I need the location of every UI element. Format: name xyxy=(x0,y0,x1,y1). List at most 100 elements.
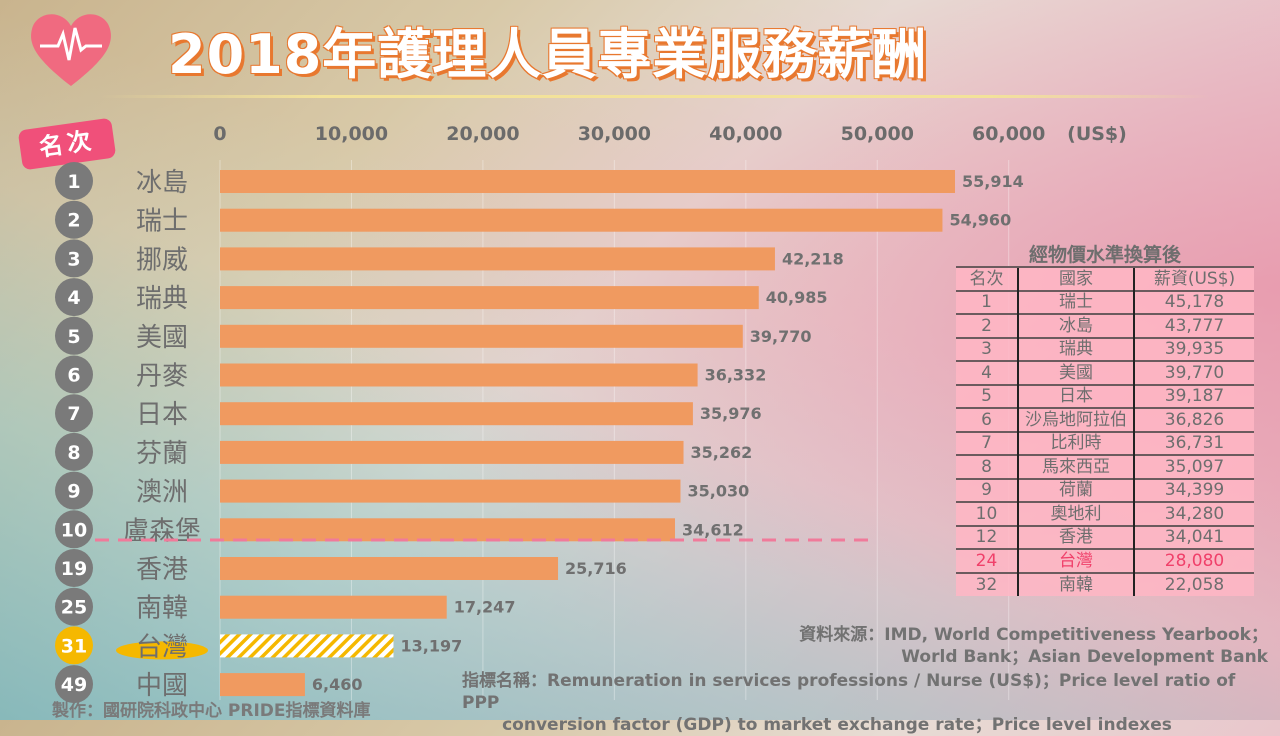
country-label: 挪威 xyxy=(136,245,188,275)
country-label: 台灣 xyxy=(136,632,188,662)
table-row: 4 美國 39,770 xyxy=(956,360,1254,385)
rank-cell: 4 xyxy=(956,360,1018,385)
bar-row: 3 挪威 42,218 xyxy=(55,239,844,278)
rank-number: 8 xyxy=(67,442,80,464)
table-row: 24 台灣 28,080 xyxy=(956,548,1254,573)
bar xyxy=(220,595,447,619)
bar-chart: 0 10,000 20,000 30,000 40,000 50,000 60,000 (US… xyxy=(55,123,1127,704)
rank-circle xyxy=(55,239,93,278)
rank-cell: 5 xyxy=(956,383,1018,408)
value-label: 35,030 xyxy=(687,482,749,501)
country-cell: 香港 xyxy=(1017,524,1134,549)
rank-number: 10 xyxy=(61,519,87,541)
bar xyxy=(220,402,693,426)
bar-row: 25 南韓 17,247 xyxy=(55,587,516,626)
value-label: 40,985 xyxy=(766,288,828,307)
rank-cell: 32 xyxy=(956,571,1018,596)
rank-circle xyxy=(55,200,93,239)
value-label: 39,770 xyxy=(750,327,812,346)
rank-circle xyxy=(55,587,93,626)
rank-circle xyxy=(55,510,93,549)
salary-cell: 39,935 xyxy=(1133,336,1254,361)
rank-number: 4 xyxy=(67,287,80,309)
country-label: 冰島 xyxy=(136,168,188,198)
salary-cell: 28,080 xyxy=(1133,548,1254,573)
rank-number: 25 xyxy=(61,597,87,619)
bar xyxy=(220,479,681,503)
bar-row: 49 中國 6,460 xyxy=(55,665,363,704)
rank-circle xyxy=(55,626,93,665)
unit-label: (US$) xyxy=(1067,123,1127,145)
heart-rate-icon xyxy=(31,14,111,86)
bar xyxy=(220,363,698,387)
bar xyxy=(220,673,305,697)
bar-row: 4 瑞典 40,985 xyxy=(55,278,828,317)
country-cell: 荷蘭 xyxy=(1017,477,1134,502)
bar xyxy=(220,557,559,580)
rank-circle xyxy=(55,394,93,433)
highlight-ellipse xyxy=(116,641,208,660)
bar xyxy=(220,247,775,271)
bar-row: 5 美國 39,770 xyxy=(55,316,812,355)
producer-credit: 製作：國研院科政中心 PRIDE指標資料庫 xyxy=(52,701,371,721)
bar-row: 31 台灣 13,197 xyxy=(55,626,462,665)
rank-cell: 12 xyxy=(956,524,1018,549)
bar xyxy=(220,170,955,193)
bar xyxy=(220,440,684,464)
rank-circle xyxy=(55,471,93,510)
value-label: 34,612 xyxy=(682,520,744,539)
bar xyxy=(220,518,675,542)
salary-cell: 22,058 xyxy=(1133,571,1254,596)
salary-cell: 39,770 xyxy=(1133,360,1254,385)
bar xyxy=(220,634,394,658)
tick-label: 30,000 xyxy=(578,123,651,145)
rank-cell: 6 xyxy=(956,407,1018,432)
salary-cell: 34,041 xyxy=(1133,524,1254,549)
value-label: 17,247 xyxy=(454,598,516,617)
country-label: 瑞士 xyxy=(136,207,188,237)
country-label: 盧森堡 xyxy=(123,516,201,546)
tick-label: 0 xyxy=(213,123,226,145)
rank-number: 2 xyxy=(67,210,80,232)
table-row: 12 香港 34,041 xyxy=(956,524,1254,549)
bar-row: 10 盧森堡 34,612 xyxy=(55,510,744,549)
title-divider xyxy=(100,95,1210,98)
table-row: 9 荷蘭 34,399 xyxy=(956,477,1254,502)
table-row: 7 比利時 36,731 xyxy=(956,430,1254,455)
rank-number: 19 xyxy=(61,558,87,580)
rank-circle xyxy=(55,432,93,471)
tick-label: 10,000 xyxy=(315,123,388,145)
tick-label: 20,000 xyxy=(446,123,519,145)
value-label: 55,914 xyxy=(962,172,1024,191)
salary-cell: 36,731 xyxy=(1133,430,1254,455)
rank-circle xyxy=(55,162,93,200)
country-cell: 冰島 xyxy=(1017,313,1134,338)
rank-circle xyxy=(55,355,93,394)
bar-row: 8 芬蘭 35,262 xyxy=(55,432,753,471)
table-row: 8 馬來西亞 35,097 xyxy=(956,454,1254,479)
bar-row: 6 丹麥 36,332 xyxy=(55,355,766,394)
rank-circle xyxy=(55,316,93,355)
table-row: 6 沙烏地阿拉伯 36,826 xyxy=(956,407,1254,432)
country-label: 澳洲 xyxy=(136,478,188,508)
bar-row: 9 澳洲 35,030 xyxy=(55,471,749,510)
table-header: 名次 國家 薪資(US$) xyxy=(956,266,1254,291)
country-cell: 日本 xyxy=(1017,383,1134,408)
rank-number: 5 xyxy=(67,326,80,348)
rank-number: 7 xyxy=(67,403,80,425)
tick-label: 40,000 xyxy=(709,123,782,145)
source-line-1: 資料來源：IMD, World Competitiveness Yearbook… xyxy=(799,625,1268,645)
country-cell: 奧地利 xyxy=(1017,501,1134,526)
salary-cell: 43,777 xyxy=(1133,313,1254,338)
country-cell: 沙烏地阿拉伯 xyxy=(1017,407,1134,432)
value-label: 35,262 xyxy=(691,443,753,462)
bar xyxy=(220,324,743,348)
rank-number: 3 xyxy=(67,248,80,270)
salary-cell: 34,280 xyxy=(1133,501,1254,526)
table-row: 3 瑞典 39,935 xyxy=(956,336,1254,361)
country-label: 香港 xyxy=(136,555,188,585)
salary-cell: 薪資(US$) xyxy=(1133,266,1254,291)
country-cell: 瑞典 xyxy=(1017,336,1134,361)
rank-cell: 10 xyxy=(956,501,1018,526)
country-label: 丹麥 xyxy=(136,362,188,392)
